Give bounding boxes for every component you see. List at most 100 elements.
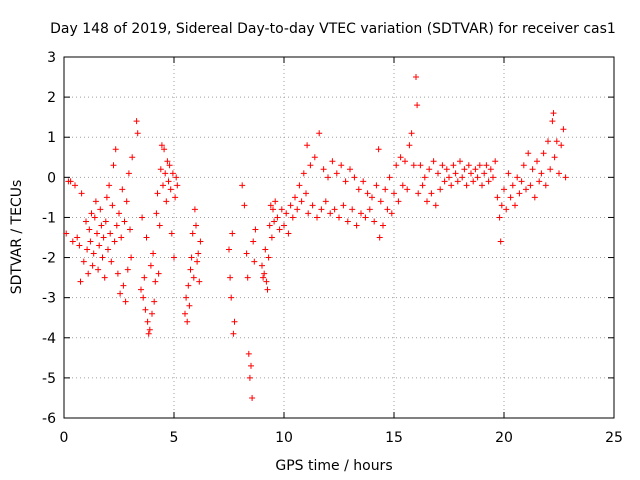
data-point xyxy=(110,162,117,169)
data-point xyxy=(329,158,336,165)
data-point xyxy=(276,226,283,233)
data-point xyxy=(349,206,356,213)
data-point xyxy=(113,222,120,229)
data-point xyxy=(261,270,268,277)
data-point xyxy=(158,142,165,149)
data-point xyxy=(303,190,309,197)
data-point xyxy=(428,190,435,197)
data-point xyxy=(149,310,155,317)
data-point xyxy=(457,158,463,165)
data-point xyxy=(91,214,98,221)
data-points xyxy=(63,74,569,401)
data-point xyxy=(168,230,175,237)
data-point xyxy=(173,174,180,181)
data-point xyxy=(106,182,113,189)
data-point xyxy=(448,182,455,189)
data-point xyxy=(540,150,547,157)
data-point xyxy=(446,174,452,181)
plot-frame xyxy=(63,56,615,419)
data-point xyxy=(523,186,529,193)
data-point xyxy=(139,214,146,221)
data-point xyxy=(90,250,97,257)
data-point xyxy=(246,374,253,381)
y-tick-label: -1 xyxy=(42,210,56,226)
data-point xyxy=(347,166,353,173)
data-point xyxy=(406,142,413,149)
data-point xyxy=(174,182,181,189)
data-point xyxy=(355,186,362,193)
data-point xyxy=(266,222,273,229)
data-point xyxy=(251,258,258,265)
data-point xyxy=(196,278,203,285)
data-point xyxy=(408,130,415,137)
data-point xyxy=(172,194,179,201)
data-point xyxy=(307,162,314,169)
data-point xyxy=(271,218,278,225)
data-point xyxy=(272,198,279,205)
data-point xyxy=(121,218,128,225)
data-point xyxy=(274,214,281,221)
data-point xyxy=(360,178,367,185)
data-point xyxy=(479,182,485,189)
data-point xyxy=(190,274,197,281)
data-point xyxy=(84,246,91,253)
data-point xyxy=(309,202,316,209)
data-point xyxy=(185,282,192,289)
data-point xyxy=(74,234,81,241)
data-point xyxy=(351,174,358,181)
data-point xyxy=(369,194,375,201)
data-point xyxy=(497,238,504,245)
data-point xyxy=(122,298,129,305)
data-point xyxy=(154,190,161,197)
data-point xyxy=(413,74,419,81)
data-point xyxy=(421,174,428,181)
data-point xyxy=(459,174,466,181)
data-point xyxy=(248,362,254,369)
data-point xyxy=(314,214,320,221)
data-point xyxy=(333,170,340,177)
data-point xyxy=(283,210,290,217)
data-point xyxy=(320,166,327,173)
data-point xyxy=(298,198,305,205)
data-point xyxy=(72,182,78,189)
data-point xyxy=(415,190,422,197)
data-point xyxy=(393,162,400,169)
data-point xyxy=(534,158,540,165)
data-point xyxy=(147,262,154,269)
data-point xyxy=(259,262,265,269)
data-point xyxy=(558,142,565,149)
data-point xyxy=(516,190,523,197)
x-tick-label: 0 xyxy=(60,430,69,446)
data-point xyxy=(182,310,188,317)
data-point xyxy=(125,170,132,177)
data-point xyxy=(485,178,492,185)
data-point xyxy=(375,146,382,153)
data-point xyxy=(509,182,516,189)
data-point xyxy=(437,186,444,193)
x-tick-labels: 0 5 10 15 20 25 xyxy=(60,430,623,446)
data-point xyxy=(472,166,479,173)
x-tick-label: 10 xyxy=(275,430,293,446)
data-point xyxy=(549,118,556,125)
data-point xyxy=(107,230,114,237)
data-point xyxy=(376,234,383,241)
x-tick-label: 25 xyxy=(605,430,623,446)
data-point xyxy=(507,194,514,201)
data-point xyxy=(191,206,198,213)
data-point xyxy=(195,250,202,257)
data-point xyxy=(267,202,274,209)
data-point xyxy=(289,214,296,221)
data-point xyxy=(366,206,373,213)
data-point xyxy=(101,274,108,281)
data-point xyxy=(166,162,173,169)
data-point xyxy=(76,242,83,249)
data-point xyxy=(144,318,151,325)
data-point xyxy=(404,186,411,193)
y-tick-label: -2 xyxy=(42,251,56,267)
data-point xyxy=(452,170,459,177)
data-point xyxy=(402,158,408,165)
data-point xyxy=(264,286,271,293)
data-point xyxy=(318,206,325,213)
data-point xyxy=(443,166,450,173)
